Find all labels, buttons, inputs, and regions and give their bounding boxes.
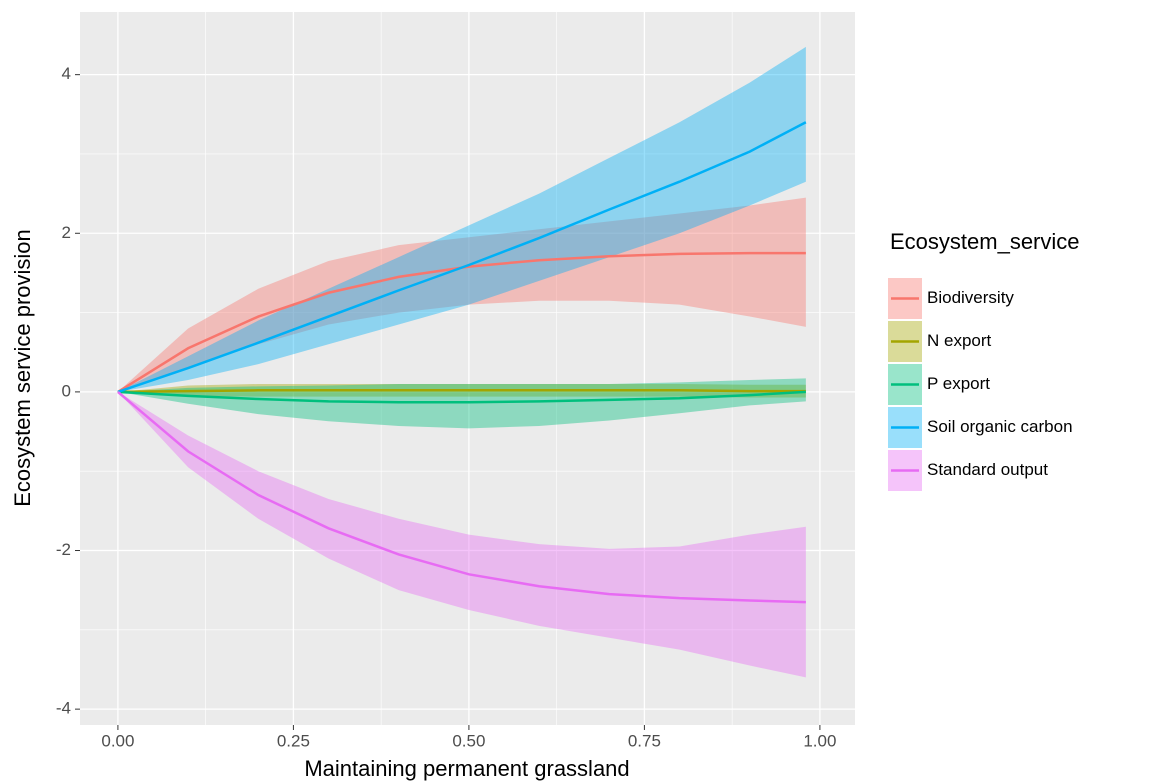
x-tick-label: 0.25: [277, 731, 310, 750]
y-tick-label: 0: [62, 381, 71, 400]
confidence-band: [117, 391, 806, 678]
x-tick-label: 0.00: [101, 731, 134, 750]
y-tick-label: 4: [62, 64, 71, 83]
y-tick-label: -4: [56, 699, 71, 718]
y-tick-label: 2: [62, 223, 71, 242]
panel: [80, 12, 855, 725]
confidence-band: [117, 197, 806, 392]
y-tick-label: -2: [56, 540, 71, 559]
line: [117, 389, 806, 394]
line: [117, 251, 806, 393]
x-tick-label: 1.00: [803, 731, 836, 750]
legend-label: P export: [927, 374, 990, 393]
legend-title: Ecosystem_service: [890, 229, 1080, 254]
x-tick-label: 0.75: [628, 731, 661, 750]
x-tick-label: 0.50: [452, 731, 485, 750]
legend-label: Standard output: [927, 460, 1048, 479]
line: [117, 390, 806, 404]
legend-label: Soil organic carbon: [927, 417, 1073, 436]
x-axis-title: Maintaining permanent grassland: [304, 756, 629, 781]
legend-label: Biodiversity: [927, 288, 1014, 307]
legend-label: N export: [927, 331, 992, 350]
line: [117, 121, 807, 394]
confidence-band: [117, 46, 806, 392]
line: [117, 390, 806, 604]
y-axis-title: Ecosystem service provision: [10, 229, 35, 507]
